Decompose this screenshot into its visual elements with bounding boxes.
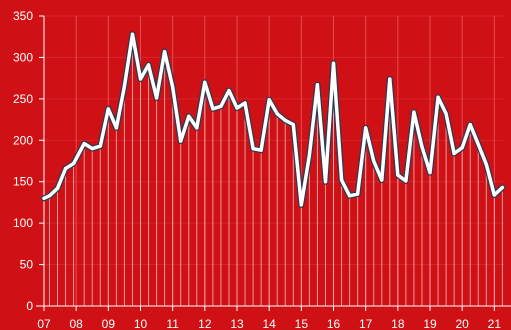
x-tick-label: 14 — [262, 317, 276, 330]
x-tick-label: 18 — [391, 317, 405, 330]
y-tick-label: 350 — [13, 9, 33, 23]
x-tick-label: 19 — [423, 317, 437, 330]
data-point — [71, 161, 76, 166]
data-point — [235, 106, 239, 110]
data-point — [347, 194, 352, 198]
data-point — [291, 122, 295, 127]
y-tick-label: 100 — [13, 216, 33, 230]
data-point — [55, 186, 60, 190]
data-point — [243, 101, 247, 105]
x-tick-label: 07 — [37, 317, 51, 330]
data-point — [114, 126, 118, 130]
x-tick-label: 15 — [295, 317, 309, 330]
data-point — [323, 180, 328, 184]
data-point — [452, 151, 456, 156]
data-point — [251, 146, 255, 151]
x-tick-label: 13 — [230, 317, 244, 330]
y-tick-label: 200 — [13, 133, 33, 147]
data-point — [396, 173, 400, 177]
data-point — [283, 118, 287, 122]
data-point — [372, 159, 376, 163]
series-line — [42, 32, 505, 207]
data-point — [106, 107, 110, 111]
data-point — [404, 179, 408, 183]
data-point — [98, 144, 102, 148]
x-tick-label: 20 — [456, 317, 470, 330]
data-point — [364, 126, 368, 130]
data-point — [500, 185, 504, 190]
data-point — [436, 95, 440, 99]
data-point — [339, 178, 344, 182]
y-tick-label: 50 — [20, 258, 34, 272]
data-point — [179, 139, 183, 143]
data-point — [468, 122, 472, 127]
y-axis-ticks: 0 50 100 150 200 250 300 350 — [13, 9, 44, 313]
data-point — [315, 83, 320, 87]
x-axis-ticks: 07 08 09 10 11 12 13 14 15 16 17 18 19 20 21 — [37, 306, 501, 330]
x-tick-label: 08 — [69, 317, 83, 330]
data-point — [420, 145, 424, 149]
data-point — [356, 192, 360, 196]
y-tick-label: 0 — [26, 299, 33, 313]
x-tick-label: 11 — [166, 317, 179, 330]
data-point — [122, 84, 127, 89]
data-point — [227, 88, 231, 93]
data-point — [146, 63, 151, 67]
data-point — [219, 104, 223, 108]
data-point — [171, 85, 175, 89]
data-point — [130, 32, 135, 36]
data-point — [211, 107, 215, 111]
data-point — [203, 80, 207, 84]
y-tick-label: 250 — [13, 92, 33, 106]
data-point — [476, 142, 480, 147]
x-tick-label: 17 — [359, 317, 373, 330]
data-point — [428, 171, 432, 175]
data-point — [42, 196, 46, 200]
y-tick-label: 150 — [13, 175, 33, 189]
data-point — [138, 77, 143, 81]
data-point — [299, 203, 303, 207]
series-group — [41, 31, 506, 208]
data-point — [47, 194, 52, 198]
data-point — [275, 112, 279, 116]
data-point — [259, 148, 263, 152]
x-tick-label: 10 — [134, 317, 148, 330]
y-tick-label: 300 — [13, 50, 33, 64]
data-point — [444, 112, 448, 116]
data-point — [331, 61, 336, 65]
x-tick-label: 12 — [198, 317, 212, 330]
data-point — [154, 96, 159, 100]
data-point — [484, 162, 488, 166]
drop-lines — [43, 34, 503, 306]
x-tick-label: 16 — [327, 317, 341, 330]
data-point — [63, 166, 68, 171]
data-point — [90, 146, 94, 151]
data-point — [307, 153, 311, 157]
data-point — [492, 193, 496, 197]
data-point — [460, 146, 464, 150]
data-point — [82, 142, 86, 146]
data-point — [380, 178, 384, 182]
x-tick-label: 09 — [102, 317, 116, 330]
data-point — [195, 126, 199, 130]
data-point — [267, 98, 271, 102]
data-point — [163, 50, 167, 54]
data-point — [412, 110, 416, 114]
data-point — [187, 114, 191, 118]
x-tick-label: 21 — [488, 317, 502, 330]
data-point — [388, 77, 392, 81]
